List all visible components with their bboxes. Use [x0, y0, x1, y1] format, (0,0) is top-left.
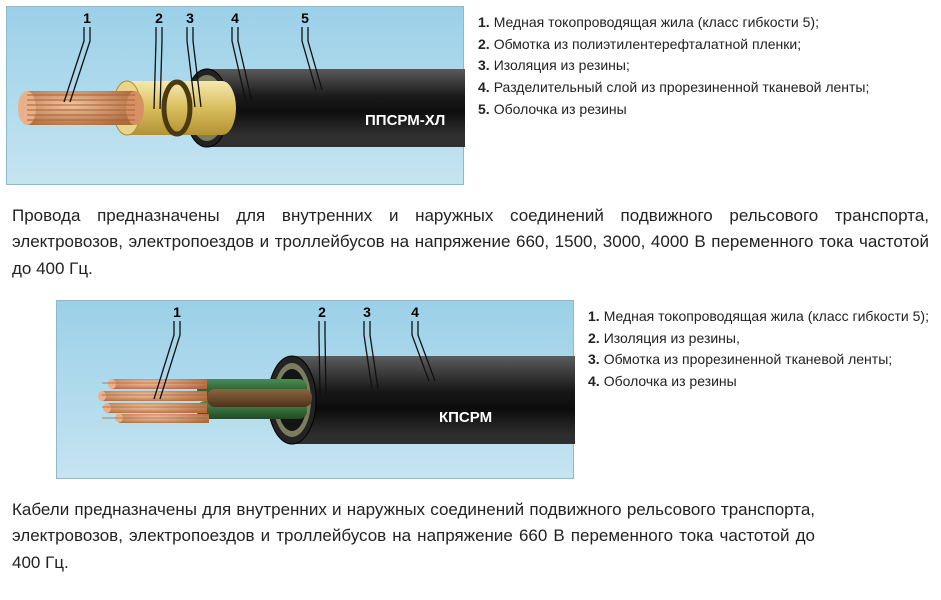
legend-text: Обмотка из полиэтилентерефталатной пленк… — [494, 36, 801, 52]
cable1-section: 1 2 3 4 5 ППСРМ-ХЛ 1.Медная токопроводящая ж… — [6, 6, 935, 185]
legend-num: 3. — [478, 57, 490, 73]
legend-text: Разделительный слой из прорезиненной тка… — [494, 79, 870, 95]
callout-number: 3 — [363, 304, 371, 320]
legend-item: 1.Медная токопроводящая жила (класс гибк… — [478, 12, 869, 34]
callout-number: 1 — [173, 304, 181, 320]
legend-text: Оболочка из резины — [494, 101, 627, 117]
legend-text: Изоляция из резины, — [604, 330, 740, 346]
legend-item: 5.Оболочка из резины — [478, 99, 869, 121]
legend-text: Изоляция из резины; — [494, 57, 630, 73]
legend-num: 5. — [478, 101, 490, 117]
callout-number: 4 — [411, 304, 419, 320]
callout-number: 2 — [318, 304, 326, 320]
legend-item: 1.Медная токопроводящая жила (класс гибк… — [588, 306, 929, 328]
callout-number: 2 — [155, 10, 163, 26]
paragraph-2: Кабели предназначены для внутренних и на… — [6, 491, 935, 594]
cable2-svg: 1 2 3 4 — [57, 301, 575, 480]
legend-text: Медная токопроводящая жила (класс гибкос… — [494, 14, 819, 30]
callout-leader — [64, 27, 90, 102]
cable1-legend: 1.Медная токопроводящая жила (класс гибк… — [478, 6, 869, 120]
cable2-diagram: 1 2 3 4 КПСРМ — [56, 300, 574, 479]
legend-num: 2. — [588, 330, 600, 346]
cable1-code: ППСРМ-ХЛ — [365, 112, 445, 129]
callout-number: 1 — [83, 10, 91, 26]
paragraph-1: Провода предназначены для внутренних и н… — [6, 197, 935, 300]
legend-text: Обмотка из прорезиненной тканевой ленты; — [604, 351, 892, 367]
legend-item: 4.Оболочка из резины — [588, 371, 929, 393]
cable2-legend: 1.Медная токопроводящая жила (класс гибк… — [588, 300, 929, 393]
callout-number: 4 — [231, 10, 239, 26]
cable1-diagram: 1 2 3 4 5 ППСРМ-ХЛ — [6, 6, 464, 185]
legend-num: 1. — [478, 14, 490, 30]
callout-number: 3 — [186, 10, 194, 26]
cable1-svg: 1 2 3 4 5 — [7, 7, 465, 186]
cable2-section: 1 2 3 4 КПСРМ 1.Медная токопроводящая жила … — [6, 300, 935, 479]
legend-item: 3.Обмотка из прорезиненной тканевой лент… — [588, 349, 929, 371]
legend-num: 4. — [588, 373, 600, 389]
legend-item: 2.Изоляция из резины, — [588, 328, 929, 350]
cable2-code: КПСРМ — [439, 409, 492, 426]
legend-text: Оболочка из резины — [604, 373, 737, 389]
legend-item: 2.Обмотка из полиэтилентерефталатной пле… — [478, 34, 869, 56]
legend-text: Медная токопроводящая жила (класс гибкос… — [604, 308, 929, 324]
legend-item: 4.Разделительный слой из прорезиненной т… — [478, 77, 869, 99]
callout-number: 5 — [301, 10, 309, 26]
legend-item: 3.Изоляция из резины; — [478, 55, 869, 77]
legend-num: 1. — [588, 308, 600, 324]
legend-num: 4. — [478, 79, 490, 95]
legend-num: 3. — [588, 351, 600, 367]
legend-num: 2. — [478, 36, 490, 52]
